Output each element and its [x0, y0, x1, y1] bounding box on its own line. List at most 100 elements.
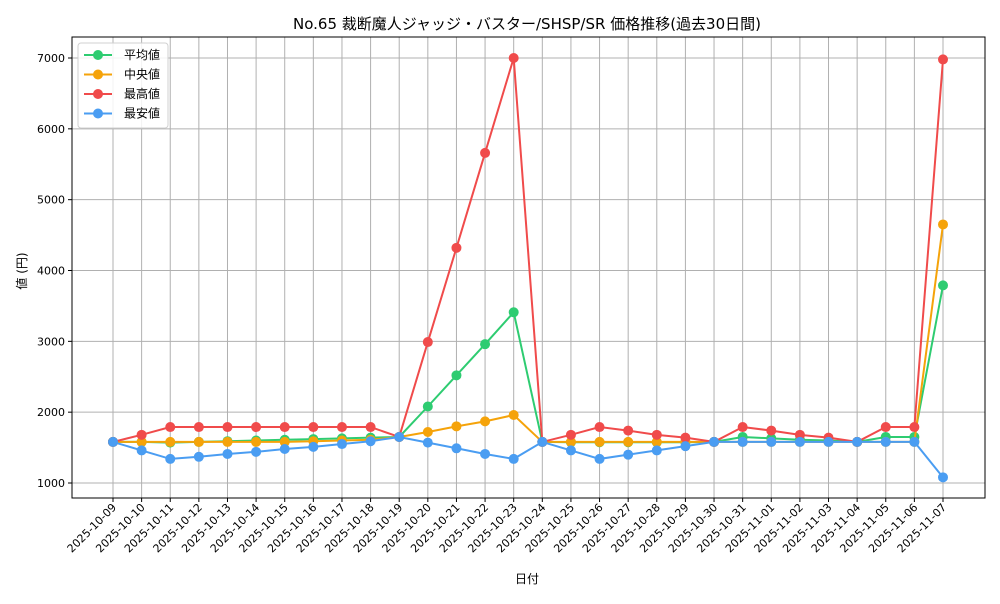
- y-tick-label: 6000: [37, 123, 65, 136]
- data-point: [336, 422, 347, 433]
- data-point: [938, 219, 948, 230]
- data-point: [737, 436, 748, 447]
- legend-marker-icon: [93, 89, 103, 99]
- data-point: [766, 425, 777, 436]
- legend-label: 最高値: [124, 86, 160, 101]
- data-point: [136, 436, 147, 447]
- data-point: [422, 427, 433, 437]
- data-point: [222, 422, 233, 433]
- y-tick-label: 5000: [37, 194, 65, 207]
- data-point: [823, 436, 834, 447]
- data-point: [165, 422, 176, 433]
- data-point: [136, 445, 147, 456]
- gridlines: [72, 37, 985, 498]
- data-point: [938, 472, 948, 483]
- data-point: [880, 422, 891, 433]
- legend-item: 平均値: [84, 47, 160, 62]
- data-point: [680, 432, 691, 443]
- data-point: [222, 436, 233, 447]
- data-point: [251, 446, 262, 457]
- data-point: [508, 410, 519, 420]
- data-point: [422, 401, 433, 412]
- legend-label: 最安値: [124, 106, 160, 121]
- data-point: [909, 436, 920, 447]
- data-point: [623, 436, 634, 447]
- data-point: [480, 147, 491, 158]
- legend-item: 中央値: [84, 67, 160, 82]
- data-point: [336, 439, 347, 450]
- data-point: [308, 441, 319, 452]
- series-line: [112, 57, 944, 444]
- data-point: [451, 242, 462, 253]
- data-point: [165, 436, 176, 447]
- plot-frame: [71, 36, 986, 499]
- series-line: [112, 435, 944, 478]
- data-point: [794, 429, 805, 440]
- data-point: [594, 453, 605, 464]
- data-point: [680, 441, 691, 452]
- legend-marker-icon: [93, 50, 103, 60]
- data-point: [193, 451, 204, 462]
- series-平均値: [108, 280, 948, 448]
- data-point: [737, 422, 748, 433]
- data-point: [422, 337, 433, 348]
- data-point: [651, 436, 662, 447]
- data-point: [651, 445, 662, 456]
- axes: 10002000300040005000600070002025-10-0920…: [37, 36, 986, 555]
- series-最安値: [108, 431, 948, 483]
- data-point: [279, 444, 290, 454]
- series-line: [113, 285, 944, 444]
- data-point: [623, 425, 634, 436]
- data-point: [193, 422, 204, 433]
- y-tick-label: 7000: [37, 52, 65, 65]
- data-point: [394, 431, 405, 442]
- y-tick-label: 2000: [37, 406, 65, 419]
- y-tick-label: 3000: [37, 335, 65, 348]
- data-point: [422, 437, 433, 448]
- y-tick-label: 4000: [37, 265, 65, 278]
- data-point: [480, 448, 491, 459]
- series-最高値: [108, 53, 948, 447]
- legend-item: 最安値: [84, 106, 160, 121]
- data-point: [451, 443, 462, 454]
- data-point: [193, 436, 204, 447]
- data-point: [594, 436, 605, 447]
- data-point: [508, 307, 519, 318]
- data-point: [565, 436, 576, 447]
- data-point: [794, 436, 805, 447]
- data-point: [251, 422, 262, 433]
- data-point: [136, 429, 147, 440]
- data-point: [594, 422, 605, 433]
- y-tick-label: 1000: [37, 477, 65, 490]
- data-point: [938, 280, 948, 291]
- data-point: [537, 436, 548, 447]
- data-point: [709, 436, 720, 447]
- legend-label: 平均値: [124, 47, 160, 62]
- data-point: [508, 453, 519, 464]
- data-point: [480, 416, 491, 427]
- x-axis-label: 日付: [515, 572, 539, 586]
- data-point: [623, 449, 634, 460]
- data-point: [365, 422, 376, 433]
- data-series: [108, 53, 948, 483]
- data-point: [766, 436, 777, 447]
- data-point: [480, 339, 491, 350]
- legend-item: 最高値: [84, 86, 160, 101]
- data-point: [565, 429, 576, 440]
- data-point: [108, 436, 118, 447]
- data-point: [165, 453, 176, 464]
- data-point: [279, 436, 290, 447]
- legend-marker-icon: [93, 69, 103, 80]
- data-point: [365, 436, 376, 447]
- data-point: [279, 422, 290, 433]
- data-point: [308, 422, 319, 433]
- legend-box: [77, 42, 169, 129]
- data-point: [451, 370, 462, 381]
- y-axis-label: 値 (円): [14, 252, 29, 289]
- data-point: [251, 436, 262, 447]
- data-point: [938, 54, 948, 65]
- data-point: [651, 429, 662, 440]
